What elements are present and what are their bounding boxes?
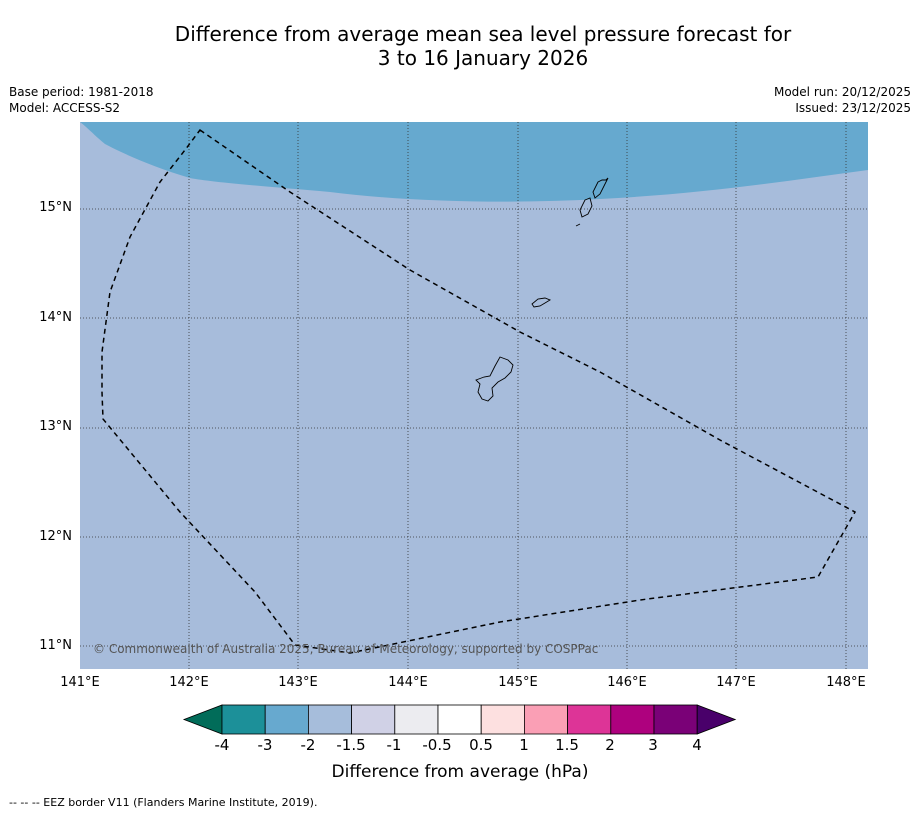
colorbar-cell xyxy=(480,704,525,735)
rota-island xyxy=(531,297,552,308)
cbar-tick-label: -1 xyxy=(386,736,402,754)
lon-label-146: 146°E xyxy=(607,675,647,690)
lat-label-13: 13°N xyxy=(39,419,72,434)
colorbar-cell xyxy=(264,704,309,735)
colorbar-cell xyxy=(653,704,698,735)
colorbar-title: Difference from average (hPa) xyxy=(331,762,589,782)
model-run: Model run: 20/12/2025 xyxy=(773,85,911,99)
cbar-tick-label: -3 xyxy=(257,736,273,754)
cbar-tick-label: 1 xyxy=(519,736,529,754)
map-panel xyxy=(80,122,868,669)
lon-label-141: 141°E xyxy=(60,675,100,690)
lon-label-145: 145°E xyxy=(498,675,538,690)
colorbar-cell xyxy=(307,704,352,735)
base-period: Base period: 1981-2018 xyxy=(9,85,154,99)
lat-label-11: 11°N xyxy=(39,638,72,653)
graticule xyxy=(80,122,868,669)
saipan-island xyxy=(592,177,609,199)
colorbar xyxy=(0,700,919,740)
cbar-tick-label: 4 xyxy=(692,736,702,754)
colorbar-cell xyxy=(351,704,396,735)
cbar-tick-label: 0.5 xyxy=(469,736,493,754)
pressure-band-minus3 xyxy=(80,122,868,202)
colorbar-cell xyxy=(524,704,569,735)
issued-date: Issued: 23/12/2025 xyxy=(795,101,911,115)
meta-right: Model run: 20/12/2025 Issued: 23/12/2025 xyxy=(774,84,911,116)
map-canvas xyxy=(80,122,868,669)
cbar-tick-label: -4 xyxy=(214,736,230,754)
cbar-tick-label: 1.5 xyxy=(555,736,579,754)
copyright-notice: © Commonwealth of Australia 2025, Bureau… xyxy=(93,642,599,656)
cbar-tick-label: 3 xyxy=(648,736,658,754)
lon-label-143: 143°E xyxy=(278,675,318,690)
tinian-island xyxy=(579,197,593,218)
title-line-2: 3 to 16 January 2026 xyxy=(377,46,589,70)
cbar-tick-label: -0.5 xyxy=(422,736,452,754)
map-title: Difference from average mean sea level p… xyxy=(60,22,906,70)
lon-label-147: 147°E xyxy=(716,675,756,690)
colorbar-arrow-high xyxy=(696,704,737,735)
colorbar-cell xyxy=(437,704,482,735)
colorbar-cell xyxy=(610,704,655,735)
colorbar-svg xyxy=(182,704,737,735)
lat-label-15: 15°N xyxy=(39,200,72,215)
lon-label-142: 142°E xyxy=(169,675,209,690)
cbar-tick-label: 2 xyxy=(605,736,615,754)
model-name: Model: ACCESS-S2 xyxy=(9,101,121,115)
lon-label-148: 148°E xyxy=(826,675,866,690)
islands xyxy=(475,177,609,402)
colorbar-cell xyxy=(567,704,612,735)
colorbar-cell xyxy=(394,704,439,735)
meta-left: Base period: 1981-2018 Model: ACCESS-S2 xyxy=(9,84,154,116)
lat-label-14: 14°N xyxy=(39,310,72,325)
cbar-tick-label: -1.5 xyxy=(336,736,366,754)
cbar-tick-label: -2 xyxy=(300,736,316,754)
colorbar-arrow-low xyxy=(182,704,223,735)
eez-border xyxy=(101,128,857,654)
guam-island xyxy=(475,356,514,402)
title-line-1: Difference from average mean sea level p… xyxy=(174,22,792,46)
eez-legend-note: -- -- -- EEZ border V11 (Flanders Marine… xyxy=(9,796,318,809)
lon-label-144: 144°E xyxy=(388,675,428,690)
colorbar-cell xyxy=(221,704,266,735)
lat-label-12: 12°N xyxy=(39,529,72,544)
aguijan-island xyxy=(575,223,581,227)
